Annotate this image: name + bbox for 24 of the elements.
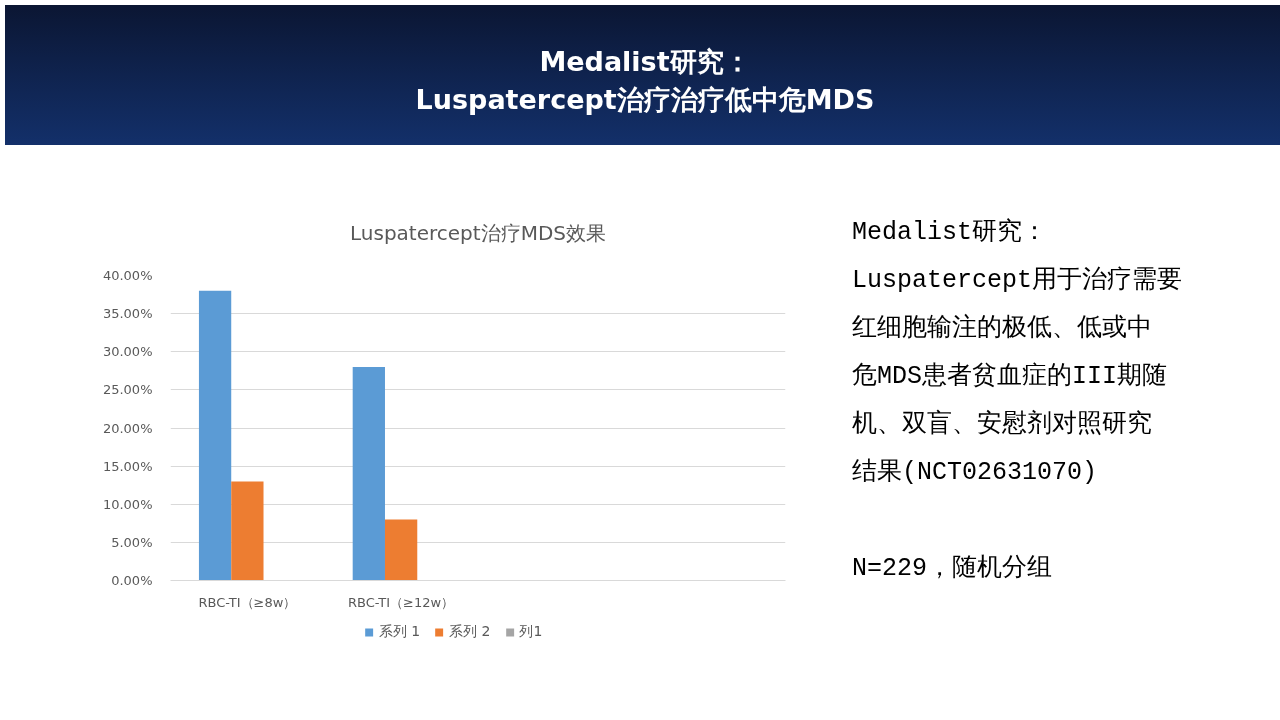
x-tick-label: RBC-TI（≥8w） — [198, 594, 297, 610]
text: N=229，随机分组 — [852, 553, 1053, 585]
chart-title: Luspatercept治疗MDS效果 — [350, 221, 606, 245]
bar — [352, 367, 385, 581]
y-tick-label: 40.00% — [102, 268, 153, 283]
text: Medalist研究： — [852, 217, 1049, 249]
text: Medalist研究： — [538, 45, 752, 79]
y-tick-label: 5.00% — [111, 534, 153, 550]
y-tick-label: 35.00% — [102, 306, 153, 322]
text: Luspatercept治疗治疗低中危MDS — [415, 83, 875, 117]
legend-label: 列1 — [519, 623, 543, 641]
bar — [231, 481, 264, 581]
y-tick-label: 20.00% — [102, 420, 153, 436]
text: Luspatercept用于治疗需要红细胞输注的极低、低或中危MDS患者贫血症的III期随机、双盲、安慰剂对照研究结果(NCT02631070) — [852, 265, 1183, 489]
y-tick-label: 0.00% — [111, 573, 153, 588]
bar — [198, 290, 232, 581]
legend-label: 系列 2 — [449, 623, 491, 641]
y-tick-label: 15.00% — [102, 458, 153, 474]
legend-label: 系列 1 — [378, 623, 421, 641]
bar — [384, 519, 418, 581]
y-tick-label: 25.00% — [102, 382, 153, 398]
y-tick-label: 10.00% — [102, 496, 153, 512]
y-tick-label: 30.00% — [102, 344, 153, 360]
x-tick-label: RBC-TI（≥12w） — [348, 594, 455, 610]
